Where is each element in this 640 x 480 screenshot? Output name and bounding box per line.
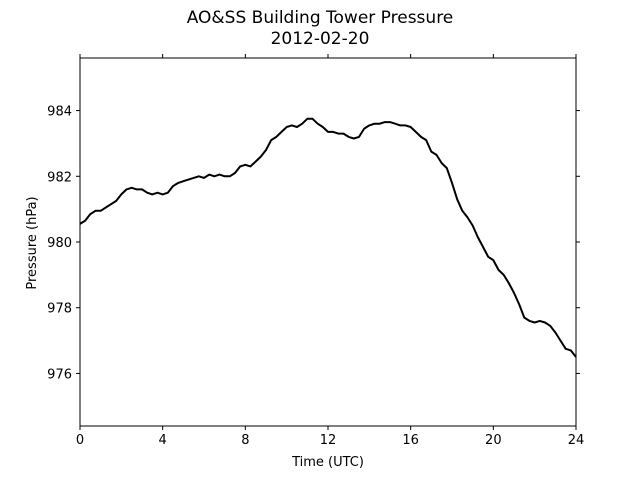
axis-ticks: 0 4 8 12 16 20 24 976 978 980 982 984 [47, 54, 584, 448]
x-tick-label: 4 [159, 433, 167, 448]
y-axis-label: Pressure (hPa) [25, 196, 40, 289]
x-tick-label: 16 [402, 433, 419, 448]
x-tick-label: 0 [76, 433, 84, 448]
y-tick-label: 982 [47, 170, 72, 185]
series-line-0 [79, 117, 577, 358]
y-tick-label: 984 [47, 105, 72, 120]
plot-frame [79, 57, 577, 427]
x-axis-label: Time (UTC) [291, 455, 364, 470]
y-tick-label: 980 [47, 236, 72, 251]
x-tick-label: 12 [320, 433, 337, 448]
chart-subtitle: 2012-02-20 [270, 29, 370, 49]
x-tick-label: 20 [485, 433, 502, 448]
x-tick-label: 24 [568, 433, 585, 448]
plot-marks [79, 117, 577, 358]
y-tick-label: 976 [47, 367, 72, 382]
x-tick-label: 8 [241, 433, 249, 448]
chart-title: AO&SS Building Tower Pressure [186, 8, 454, 28]
y-tick-label: 978 [47, 302, 72, 317]
